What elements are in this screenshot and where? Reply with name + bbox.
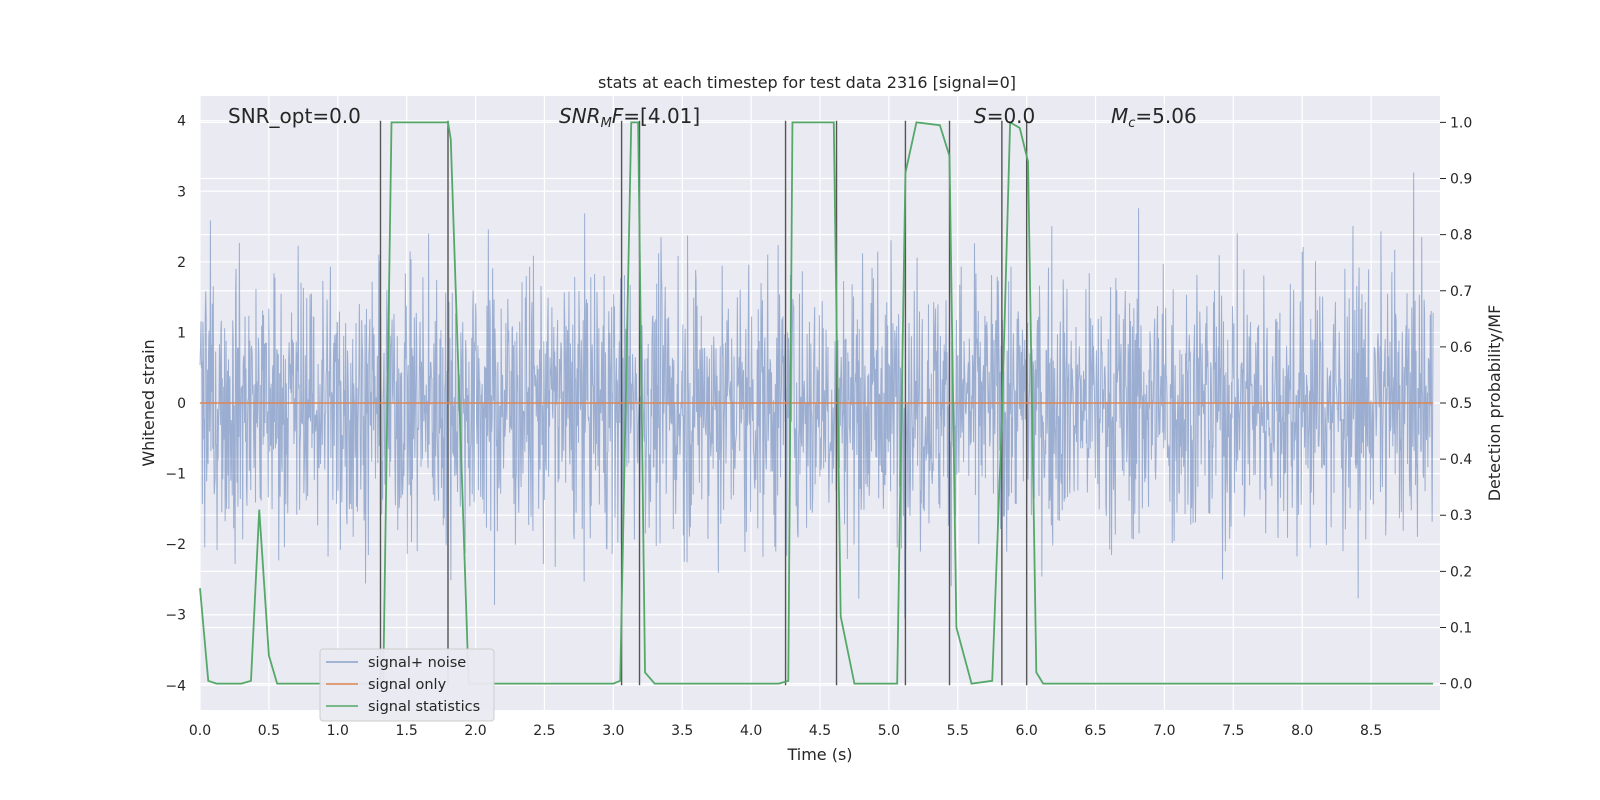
y-right-tick-label-9: 0.1 xyxy=(1450,620,1472,636)
x-tick-label-15: 7.5 xyxy=(1222,723,1244,739)
x-tick-label-14: 7.0 xyxy=(1153,723,1175,739)
x-tick-label-0: 0.0 xyxy=(189,723,211,739)
y-left-tick-label-8: −4 xyxy=(165,678,186,694)
annotation-s: S=0.0 xyxy=(974,104,1035,128)
y-left-tick-label-3: 1 xyxy=(177,325,186,341)
y-left-tick-label-5: −1 xyxy=(165,467,186,483)
y-left-tick-label-4: 0 xyxy=(177,396,186,412)
annotation-s-value: =0.0 xyxy=(987,104,1036,128)
x-tick-label-12: 6.0 xyxy=(1016,723,1038,739)
y-right-tick-label-2: 0.8 xyxy=(1450,228,1472,244)
y-left-tick-label-6: −2 xyxy=(165,537,186,553)
y-right-tick-label-10: 0.0 xyxy=(1450,677,1472,693)
svg-text:SNRMF=[4.01]: SNRMF=[4.01] xyxy=(559,104,700,131)
annotation-mc-value: =5.06 xyxy=(1135,104,1196,128)
signal-noise-series xyxy=(199,172,1434,619)
x-tick-label-13: 6.5 xyxy=(1084,723,1106,739)
legend: signal+ noise signal only signal statist… xyxy=(319,648,495,722)
x-tick-label-11: 5.5 xyxy=(947,723,969,739)
y-right-tick-label-8: 0.2 xyxy=(1450,564,1472,580)
x-tick-label-9: 4.5 xyxy=(809,723,831,739)
y-right-tick-label-7: 0.3 xyxy=(1450,508,1472,524)
y-left-tick-label-1: 3 xyxy=(177,184,186,200)
y-left-axis-label: Whitened strain xyxy=(139,339,158,466)
annotation-snr-mf: SNRMF=[4.01] xyxy=(559,104,700,131)
chart-title: stats at each timestep for test data 231… xyxy=(598,73,1016,92)
x-axis-ticks: 0.0 0.5 1.0 1.5 2.0 2.5 3.0 3.5 4.0 4.5 5.0 5.5 6.0 6… xyxy=(189,723,1382,739)
legend-box xyxy=(319,648,495,722)
svg-text:Mc=5.06: Mc=5.06 xyxy=(1111,104,1197,131)
x-tick-label-5: 2.5 xyxy=(533,723,555,739)
annotation-mc: Mc=5.06 xyxy=(1111,104,1197,131)
x-tick-label-7: 3.5 xyxy=(671,723,693,739)
y-right-tick-label-3: 0.7 xyxy=(1450,284,1472,300)
y-right-tick-label-4: 0.6 xyxy=(1450,340,1472,356)
x-axis-label: Time (s) xyxy=(786,745,852,764)
annotation-snr-opt: SNR_opt=0.0 xyxy=(228,104,361,128)
legend-label-noise: signal+ noise xyxy=(368,655,466,671)
x-tick-label-2: 1.0 xyxy=(327,723,349,739)
x-tick-label-17: 8.5 xyxy=(1360,723,1382,739)
legend-label-signal: signal only xyxy=(368,677,447,693)
x-tick-label-1: 0.5 xyxy=(258,723,280,739)
y-left-axis-ticks: 4 3 2 1 0 −1 −2 −3 −4 xyxy=(165,114,186,695)
y-right-tick-label-6: 0.4 xyxy=(1450,452,1472,468)
y-right-tick-label-1: 0.9 xyxy=(1450,172,1472,188)
y-left-tick-label-0: 4 xyxy=(177,114,186,130)
x-tick-label-4: 2.0 xyxy=(464,723,486,739)
y-right-tick-label-5: 0.5 xyxy=(1450,396,1472,412)
y-right-tick-label-0: 1.0 xyxy=(1450,115,1472,131)
x-tick-label-3: 1.5 xyxy=(396,723,418,739)
signal-statistics-line xyxy=(199,120,1434,685)
y-right-axis-label: Detection probability/MF xyxy=(1485,305,1504,502)
x-tick-label-6: 3.0 xyxy=(602,723,624,739)
legend-label-statistics: signal statistics xyxy=(368,699,480,715)
y-left-tick-label-2: 2 xyxy=(177,255,186,271)
y-left-tick-label-7: −3 xyxy=(165,608,186,624)
y-right-axis-ticks: 1.0 0.9 0.8 0.7 0.6 0.5 0.4 0.3 0.2 0.1 0.0 xyxy=(1440,115,1472,693)
signal-noise-line xyxy=(199,172,1434,619)
x-tick-label-8: 4.0 xyxy=(740,723,762,739)
x-tick-label-16: 8.0 xyxy=(1291,723,1313,739)
x-tick-label-10: 5.0 xyxy=(878,723,900,739)
svg-text:S=0.0: S=0.0 xyxy=(974,104,1035,128)
signal-statistics-series xyxy=(199,120,1434,685)
annotation-snr-mf-value: =[4.01] xyxy=(623,104,700,128)
